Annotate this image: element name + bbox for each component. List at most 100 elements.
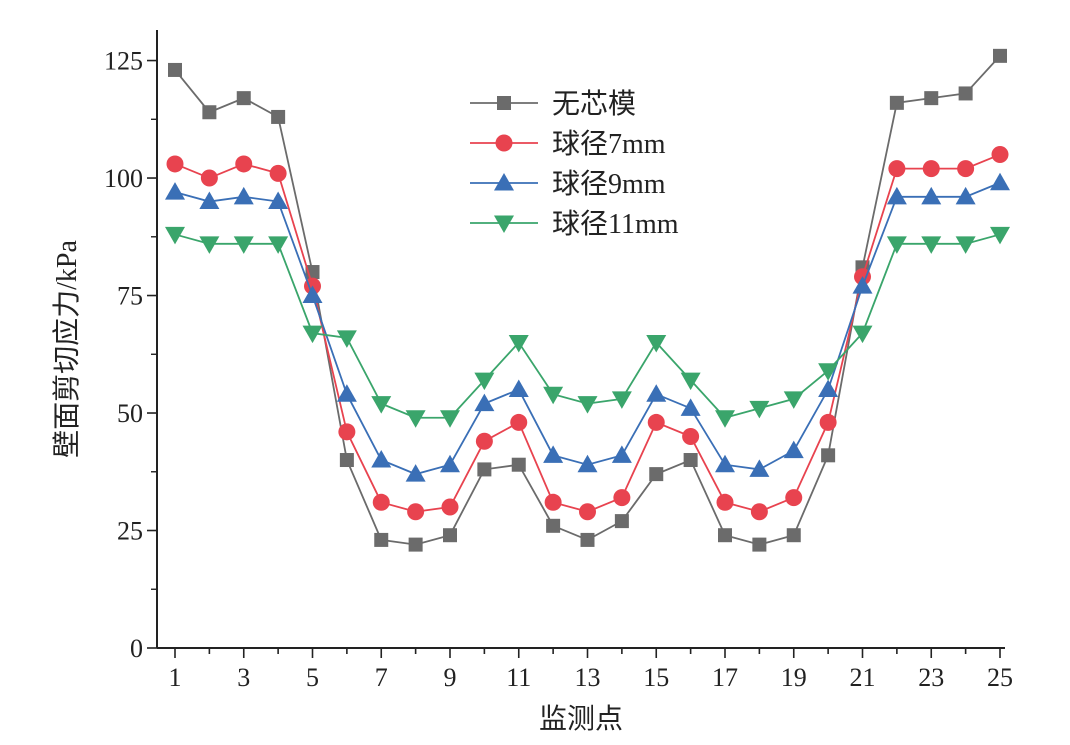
series-4: [165, 226, 1010, 428]
data-point: [921, 236, 942, 254]
data-point: [958, 86, 973, 101]
x-tick-label: 9: [444, 663, 457, 692]
data-point: [750, 503, 768, 521]
x-tick-label: 13: [575, 663, 601, 692]
data-point: [649, 467, 664, 482]
legend-item: 无芯模: [470, 88, 636, 120]
data-point: [819, 413, 837, 431]
data-point: [233, 186, 254, 205]
x-tick-label: 23: [918, 663, 944, 692]
data-point: [786, 528, 801, 543]
data-point: [477, 462, 492, 477]
data-point: [886, 186, 907, 205]
data-point: [993, 48, 1007, 63]
data-point: [888, 160, 906, 178]
data-point: [544, 493, 562, 511]
legend-marker: [495, 134, 513, 152]
y-tick-label: 75: [117, 282, 143, 311]
data-point: [336, 330, 357, 348]
legend-marker: [497, 96, 511, 110]
data-point: [922, 160, 940, 178]
data-point: [924, 91, 939, 106]
data-point: [372, 493, 390, 511]
data-point: [785, 489, 803, 507]
x-tick-label: 11: [506, 663, 531, 692]
data-point: [199, 191, 220, 210]
data-point: [408, 537, 423, 552]
data-point: [886, 236, 907, 254]
legend-item: 球径11mm: [470, 208, 679, 240]
legend-label: 球径7mm: [552, 128, 666, 160]
legend-label: 球径11mm: [552, 208, 679, 240]
data-point: [443, 528, 457, 543]
data-point: [680, 372, 701, 391]
data-point: [614, 514, 629, 529]
y-tick-label: 0: [130, 634, 143, 663]
data-point: [683, 453, 698, 468]
data-point: [611, 391, 632, 409]
data-point: [338, 423, 356, 441]
data-point: [441, 498, 459, 516]
legend-label: 球径9mm: [552, 168, 666, 200]
x-tick-label: 3: [237, 663, 250, 692]
data-point: [611, 445, 632, 463]
data-point: [302, 285, 323, 304]
data-point: [474, 372, 495, 391]
data-point: [271, 109, 286, 124]
data-point: [577, 454, 598, 473]
data-point: [166, 155, 184, 173]
data-point: [579, 503, 596, 521]
data-point: [818, 379, 839, 398]
y-axis-title: 壁面剪切应力/kPa: [51, 240, 83, 458]
data-point: [543, 386, 564, 405]
data-point: [957, 160, 975, 178]
x-tick-label: 21: [850, 663, 876, 692]
data-point: [200, 169, 218, 187]
data-point: [680, 398, 701, 416]
data-point: [990, 226, 1010, 245]
data-point: [511, 457, 526, 472]
data-point: [510, 413, 528, 431]
data-point: [716, 493, 734, 511]
x-tick-label: 25: [987, 663, 1013, 692]
data-point: [752, 537, 767, 552]
data-point: [269, 164, 287, 182]
data-point: [405, 464, 426, 482]
data-point: [268, 236, 289, 254]
data-point: [508, 335, 529, 353]
data-point: [168, 62, 182, 77]
data-point: [921, 186, 942, 205]
data-point: [475, 432, 493, 450]
data-point: [580, 532, 595, 547]
legend-marker: [494, 215, 514, 233]
x-tick-label: 19: [781, 663, 807, 692]
data-point: [474, 393, 495, 412]
data-point: [821, 448, 836, 463]
data-point: [646, 335, 667, 353]
data-point: [233, 236, 254, 254]
x-tick-label: 7: [375, 663, 388, 692]
data-point: [718, 528, 732, 543]
data-point: [682, 428, 700, 446]
data-point: [749, 459, 770, 477]
data-point: [440, 454, 460, 473]
data-point: [955, 186, 976, 205]
x-tick-label: 1: [169, 663, 182, 692]
data-point: [268, 191, 289, 210]
data-point: [236, 91, 251, 106]
data-point: [543, 445, 564, 463]
data-point: [889, 95, 904, 110]
y-tick-label: 125: [104, 47, 143, 76]
data-point: [991, 146, 1009, 164]
x-axis-title: 监测点: [539, 703, 623, 735]
data-point: [336, 384, 357, 402]
data-point: [339, 453, 354, 468]
data-point: [852, 276, 873, 294]
data-point: [990, 172, 1010, 191]
data-point: [749, 400, 770, 419]
data-point: [440, 410, 460, 428]
x-tick-label: 17: [712, 663, 738, 692]
data-point: [302, 325, 323, 344]
